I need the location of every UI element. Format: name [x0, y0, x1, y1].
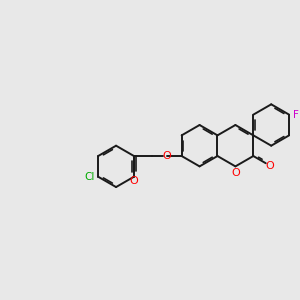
Text: O: O [231, 168, 240, 178]
Text: F: F [292, 110, 298, 120]
Text: O: O [266, 161, 274, 171]
Text: O: O [162, 151, 171, 161]
Text: Cl: Cl [84, 172, 95, 182]
Text: O: O [130, 176, 138, 186]
